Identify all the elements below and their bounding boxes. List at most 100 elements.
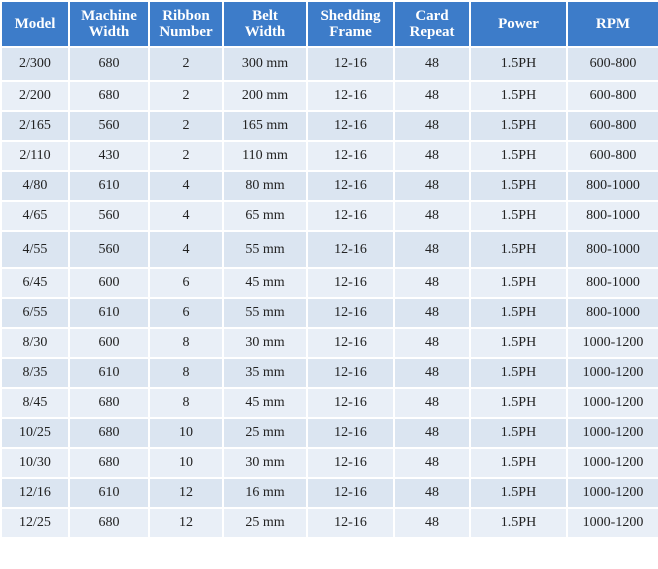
table-cell: 10 <box>148 447 224 479</box>
table-cell: 1.5PH <box>469 230 568 269</box>
table-cell: 12-16 <box>306 230 395 269</box>
table-cell: 6 <box>148 267 224 299</box>
table-cell: 2 <box>148 110 224 142</box>
table-cell: 800-1000 <box>566 200 658 232</box>
table-cell: 8 <box>148 387 224 419</box>
table-cell: 12-16 <box>306 267 395 299</box>
table-cell: 1000-1200 <box>566 387 658 419</box>
table-cell: 12-16 <box>306 170 395 202</box>
table-cell: 600-800 <box>566 46 658 82</box>
header-text: Machine Width <box>81 8 137 40</box>
table-cell: 2 <box>148 46 224 82</box>
table-cell: 10 <box>148 417 224 449</box>
table-row: 2/300 680 2 300 mm 12-16 48 1.5PH 600-800 <box>0 46 658 82</box>
table-cell: 6 <box>148 297 224 329</box>
table-cell: 6/45 <box>0 267 70 299</box>
table-cell: 48 <box>393 200 471 232</box>
table-row: 4/80 610 4 80 mm 12-16 48 1.5PH 800-1000 <box>0 170 658 202</box>
table-cell: 1.5PH <box>469 507 568 539</box>
table-row: 10/25 680 10 25 mm 12-16 48 1.5PH 1000-1200 <box>0 417 658 449</box>
table-row: 2/200 680 2 200 mm 12-16 48 1.5PH 600-800 <box>0 80 658 112</box>
table-cell: 4 <box>148 170 224 202</box>
table-cell: 48 <box>393 357 471 389</box>
table-cell: 200 mm <box>222 80 308 112</box>
table-cell: 4/55 <box>0 230 70 269</box>
table-cell: 12-16 <box>306 110 395 142</box>
table-row: 8/35 610 8 35 mm 12-16 48 1.5PH 1000-1200 <box>0 357 658 389</box>
table-cell: 48 <box>393 80 471 112</box>
table-cell: 600-800 <box>566 110 658 142</box>
table-cell: 48 <box>393 387 471 419</box>
header-cell: Model <box>0 0 70 48</box>
table-cell: 800-1000 <box>566 267 658 299</box>
table-cell: 8/35 <box>0 357 70 389</box>
table-cell: 2 <box>148 140 224 172</box>
table-body: 2/300 680 2 300 mm 12-16 48 1.5PH 600-800 2/200 6… <box>0 46 658 539</box>
table-cell: 4 <box>148 200 224 232</box>
table-cell: 560 <box>68 200 150 232</box>
table-row: 12/16 610 12 16 mm 12-16 48 1.5PH 1000-1200 <box>0 477 658 509</box>
table-cell: 8 <box>148 357 224 389</box>
table-cell: 48 <box>393 110 471 142</box>
table-cell: 48 <box>393 477 471 509</box>
table-cell: 35 mm <box>222 357 308 389</box>
table-cell: 12-16 <box>306 417 395 449</box>
table-cell: 12/16 <box>0 477 70 509</box>
table-row: 10/30 680 10 30 mm 12-16 48 1.5PH 1000-1200 <box>0 447 658 479</box>
table-cell: 48 <box>393 327 471 359</box>
table-cell: 1000-1200 <box>566 327 658 359</box>
table-cell: 12-16 <box>306 297 395 329</box>
table-cell: 12-16 <box>306 357 395 389</box>
header-cell: Shedding Frame <box>306 0 395 48</box>
table-cell: 1000-1200 <box>566 447 658 479</box>
table-cell: 1000-1200 <box>566 357 658 389</box>
header-text: Ribbon Number <box>159 8 213 40</box>
table-cell: 1.5PH <box>469 387 568 419</box>
table-cell: 48 <box>393 140 471 172</box>
spec-table: Model Machine Width Ribbon Number Belt Widt… <box>0 0 658 539</box>
table-row: 6/45 600 6 45 mm 12-16 48 1.5PH 800-1000 <box>0 267 658 299</box>
table-cell: 45 mm <box>222 387 308 419</box>
table-cell: 680 <box>68 447 150 479</box>
table-cell: 8/45 <box>0 387 70 419</box>
table-cell: 300 mm <box>222 46 308 82</box>
table-cell: 2/200 <box>0 80 70 112</box>
table-cell: 48 <box>393 267 471 299</box>
table-cell: 25 mm <box>222 417 308 449</box>
table-cell: 48 <box>393 46 471 82</box>
table-row: 2/110 430 2 110 mm 12-16 48 1.5PH 600-800 <box>0 140 658 172</box>
table-cell: 55 mm <box>222 297 308 329</box>
table-cell: 12 <box>148 507 224 539</box>
header-cell: Ribbon Number <box>148 0 224 48</box>
table-cell: 4/65 <box>0 200 70 232</box>
table-cell: 680 <box>68 46 150 82</box>
table-cell: 560 <box>68 230 150 269</box>
table-cell: 430 <box>68 140 150 172</box>
table-cell: 1.5PH <box>469 297 568 329</box>
table-cell: 610 <box>68 170 150 202</box>
table-cell: 2/110 <box>0 140 70 172</box>
header-cell: RPM <box>566 0 658 48</box>
table-cell: 1.5PH <box>469 357 568 389</box>
table-cell: 680 <box>68 80 150 112</box>
table-cell: 600-800 <box>566 140 658 172</box>
table-row: 4/65 560 4 65 mm 12-16 48 1.5PH 800-1000 <box>0 200 658 232</box>
table-cell: 48 <box>393 447 471 479</box>
table-cell: 12-16 <box>306 327 395 359</box>
table-cell: 12-16 <box>306 447 395 479</box>
table-row: 6/55 610 6 55 mm 12-16 48 1.5PH 800-1000 <box>0 297 658 329</box>
table-cell: 800-1000 <box>566 170 658 202</box>
table-cell: 25 mm <box>222 507 308 539</box>
header-row: Model Machine Width Ribbon Number Belt Widt… <box>0 0 658 48</box>
table-cell: 1.5PH <box>469 170 568 202</box>
table-cell: 1000-1200 <box>566 477 658 509</box>
table-cell: 600-800 <box>566 80 658 112</box>
table-cell: 1.5PH <box>469 80 568 112</box>
table-cell: 2/300 <box>0 46 70 82</box>
table-cell: 4 <box>148 230 224 269</box>
table-cell: 800-1000 <box>566 297 658 329</box>
table-cell: 10/25 <box>0 417 70 449</box>
header-text: Power <box>498 16 539 32</box>
table-row: 8/45 680 8 45 mm 12-16 48 1.5PH 1000-1200 <box>0 387 658 419</box>
